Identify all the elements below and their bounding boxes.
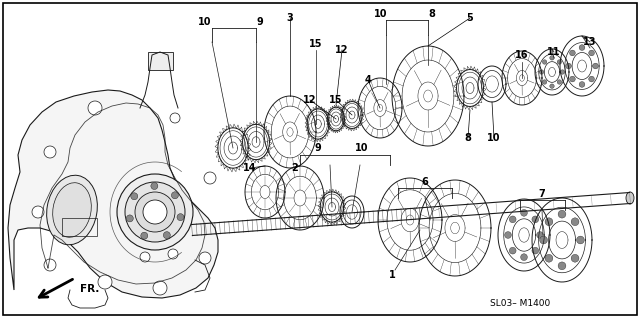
Text: 11: 11 bbox=[547, 47, 561, 57]
Text: 12: 12 bbox=[335, 45, 349, 55]
Text: 3: 3 bbox=[287, 13, 293, 23]
Circle shape bbox=[153, 281, 167, 295]
Circle shape bbox=[88, 101, 102, 115]
Text: 12: 12 bbox=[303, 95, 317, 105]
Circle shape bbox=[140, 252, 150, 262]
Text: 5: 5 bbox=[467, 13, 474, 23]
Circle shape bbox=[570, 50, 575, 56]
Circle shape bbox=[542, 80, 547, 84]
Circle shape bbox=[558, 210, 566, 218]
Circle shape bbox=[540, 70, 544, 74]
Ellipse shape bbox=[47, 175, 97, 245]
Ellipse shape bbox=[626, 192, 634, 204]
Circle shape bbox=[177, 214, 184, 221]
Polygon shape bbox=[8, 90, 218, 298]
Circle shape bbox=[170, 113, 180, 123]
Circle shape bbox=[172, 192, 179, 199]
Circle shape bbox=[536, 232, 543, 238]
Text: 9: 9 bbox=[315, 143, 321, 153]
Circle shape bbox=[520, 254, 527, 260]
Circle shape bbox=[542, 60, 547, 64]
Text: 8: 8 bbox=[465, 133, 472, 143]
Circle shape bbox=[571, 254, 579, 262]
Circle shape bbox=[589, 50, 595, 56]
Circle shape bbox=[566, 63, 572, 69]
Circle shape bbox=[571, 218, 579, 226]
Text: 16: 16 bbox=[515, 50, 529, 60]
Circle shape bbox=[504, 232, 511, 238]
Circle shape bbox=[532, 247, 539, 254]
Text: FR.: FR. bbox=[80, 284, 99, 294]
Circle shape bbox=[44, 146, 56, 158]
Circle shape bbox=[579, 45, 585, 51]
Circle shape bbox=[545, 218, 553, 226]
Circle shape bbox=[151, 183, 158, 190]
Text: 6: 6 bbox=[422, 177, 428, 187]
Circle shape bbox=[558, 262, 566, 270]
Circle shape bbox=[520, 210, 527, 216]
Circle shape bbox=[560, 70, 564, 74]
Text: SL03– M1400: SL03– M1400 bbox=[490, 299, 550, 308]
Text: 13: 13 bbox=[583, 37, 596, 47]
Circle shape bbox=[579, 82, 585, 87]
Circle shape bbox=[199, 252, 211, 264]
Circle shape bbox=[131, 193, 138, 200]
FancyBboxPatch shape bbox=[148, 52, 173, 70]
Circle shape bbox=[509, 216, 516, 223]
Circle shape bbox=[141, 232, 148, 239]
Text: 10: 10 bbox=[355, 143, 369, 153]
Circle shape bbox=[550, 56, 554, 60]
Circle shape bbox=[125, 182, 185, 242]
Text: 1: 1 bbox=[388, 270, 396, 280]
Circle shape bbox=[143, 200, 167, 224]
Text: 15: 15 bbox=[329, 95, 343, 105]
Text: 10: 10 bbox=[374, 9, 388, 19]
Circle shape bbox=[168, 249, 178, 259]
Circle shape bbox=[545, 254, 553, 262]
Circle shape bbox=[589, 76, 595, 82]
Circle shape bbox=[44, 259, 56, 271]
Text: 2: 2 bbox=[292, 163, 298, 173]
Circle shape bbox=[550, 84, 554, 88]
Text: 14: 14 bbox=[243, 163, 257, 173]
Text: 4: 4 bbox=[365, 75, 371, 85]
Circle shape bbox=[557, 80, 562, 84]
Circle shape bbox=[117, 174, 193, 250]
Circle shape bbox=[577, 236, 584, 244]
Circle shape bbox=[557, 60, 562, 64]
Circle shape bbox=[570, 76, 575, 82]
Text: 10: 10 bbox=[198, 17, 212, 27]
Circle shape bbox=[540, 236, 547, 244]
Circle shape bbox=[126, 215, 133, 222]
Circle shape bbox=[509, 247, 516, 254]
Circle shape bbox=[32, 206, 44, 218]
Circle shape bbox=[593, 63, 598, 69]
Circle shape bbox=[204, 172, 216, 184]
Circle shape bbox=[98, 275, 112, 289]
Text: 15: 15 bbox=[309, 39, 323, 49]
Text: 10: 10 bbox=[487, 133, 500, 143]
Text: 8: 8 bbox=[429, 9, 435, 19]
Ellipse shape bbox=[52, 183, 92, 237]
Text: 7: 7 bbox=[539, 189, 545, 199]
Text: 9: 9 bbox=[257, 17, 264, 27]
Circle shape bbox=[532, 216, 539, 223]
Circle shape bbox=[135, 192, 175, 232]
Circle shape bbox=[163, 232, 170, 238]
